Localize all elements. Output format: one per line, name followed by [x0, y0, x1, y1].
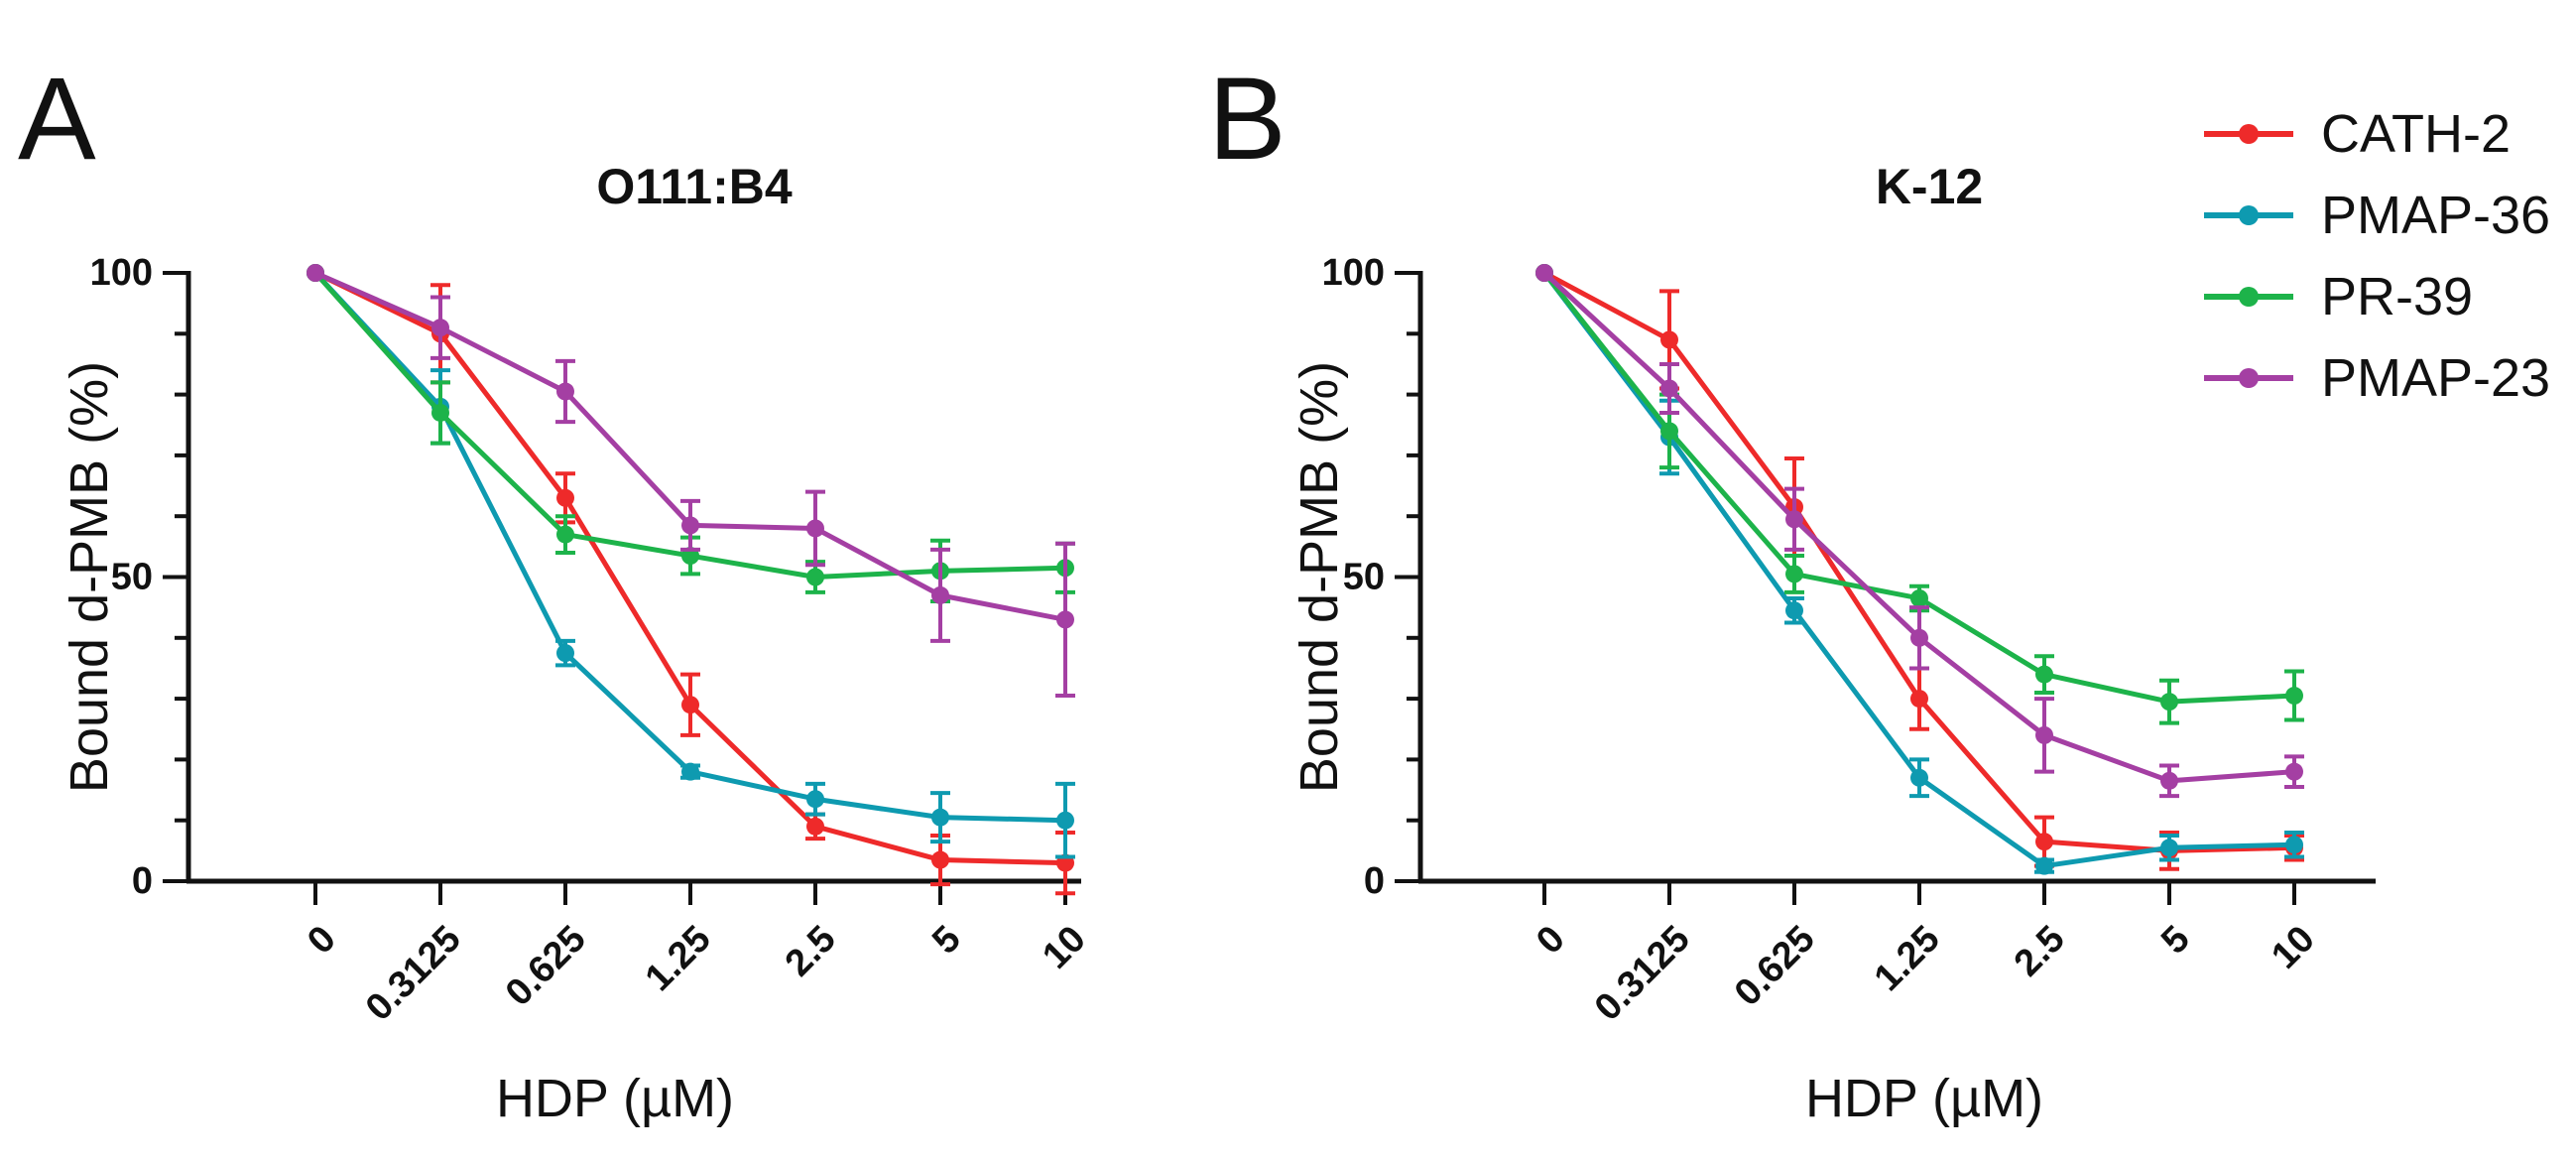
legend-label: PR-39: [2321, 267, 2473, 326]
y-tick-label: 50: [111, 557, 153, 598]
x-tick-label: 2.5: [2007, 918, 2073, 984]
x-tick-label: 5: [2153, 918, 2198, 963]
data-point: [2160, 839, 2178, 857]
y-axis-label: Bound d-PMB (%): [60, 361, 119, 793]
data-point: [1910, 768, 1928, 787]
data-point: [1535, 264, 1553, 282]
series-pmap-23: [1535, 264, 2304, 799]
data-point: [806, 817, 824, 836]
x-tick-label: 0.625: [1727, 918, 1823, 1014]
y-tick-label: 50: [1343, 557, 1385, 598]
data-point: [2285, 836, 2303, 854]
x-tick-label: 2.5: [778, 918, 844, 984]
data-point: [806, 519, 824, 538]
data-point: [2160, 771, 2178, 790]
data-point: [431, 403, 449, 422]
panel-letter: B: [1208, 54, 1287, 185]
data-point: [431, 319, 449, 337]
data-point: [931, 808, 949, 827]
data-point: [2035, 665, 2053, 684]
series-pmap-36: [1535, 264, 2304, 875]
legend-swatch-marker: [2239, 368, 2259, 388]
legend-label: CATH-2: [2321, 104, 2511, 164]
data-point: [1056, 610, 1074, 629]
data-point: [556, 488, 574, 507]
x-axis-label: HDP (µM): [1805, 1069, 2043, 1128]
data-point: [1660, 422, 1678, 441]
panel-letter: A: [18, 54, 96, 185]
x-axis-label: HDP (µM): [496, 1069, 734, 1128]
data-point: [806, 568, 824, 586]
data-point: [2035, 833, 2053, 851]
data-point: [1910, 628, 1928, 647]
data-point: [681, 696, 699, 714]
chart-panel-a: A O111:B4 0 50 100 0 0.3125 0.625 1.25 2.5 5 10 HDP …: [18, 54, 1094, 1128]
data-point: [1785, 565, 1803, 583]
legend-swatch-marker: [2239, 124, 2259, 144]
data-point: [556, 644, 574, 663]
y-tick-label: 0: [132, 860, 153, 902]
series-cath-2: [307, 264, 1075, 896]
x-tick-label: 1.25: [1867, 918, 1948, 999]
data-point: [556, 525, 574, 544]
x-tick-label: 10: [1035, 918, 1094, 977]
x-tick-label: 0.625: [498, 918, 594, 1014]
data-point: [307, 264, 324, 282]
data-point: [1660, 379, 1678, 398]
legend-swatch-marker: [2239, 205, 2259, 225]
x-tick-label: 5: [924, 918, 969, 963]
data-point: [1785, 601, 1803, 620]
y-tick-label: 100: [90, 252, 153, 294]
x-tick-label: 10: [2264, 918, 2323, 977]
data-point: [1660, 330, 1678, 349]
data-point: [2160, 693, 2178, 711]
legend-label: PMAP-36: [2321, 186, 2550, 245]
data-point: [681, 762, 699, 781]
series-pmap-23: [307, 264, 1075, 699]
chart-title: O111:B4: [596, 159, 793, 214]
data-point: [931, 585, 949, 604]
x-tick-label: 0: [300, 918, 344, 963]
data-point: [2285, 687, 2303, 706]
legend: CATH-2 PMAP-36 PR-39 PMAP-23: [2204, 104, 2550, 408]
legend-swatch-marker: [2239, 287, 2259, 307]
chart-title: K-12: [1876, 159, 1983, 214]
x-tick-label: 0.3125: [358, 918, 469, 1029]
data-point: [1910, 690, 1928, 709]
data-point: [931, 850, 949, 869]
data-point: [1785, 510, 1803, 529]
legend-label: PMAP-23: [2321, 348, 2550, 408]
data-point: [1056, 811, 1074, 830]
y-axis-label: Bound d-PMB (%): [1289, 361, 1349, 793]
y-tick-label: 100: [1322, 252, 1385, 294]
data-point: [556, 382, 574, 401]
data-point: [681, 516, 699, 535]
data-point: [1910, 588, 1928, 607]
data-point: [806, 790, 824, 809]
x-tick-label: 0.3125: [1587, 918, 1698, 1029]
x-tick-label: 1.25: [638, 918, 719, 999]
x-tick-label: 0: [1529, 918, 1573, 963]
chart-panel-b: B K-12 0 50 100 0 0.3125 0.625 1.25 2.5 5 10 HDP (µM…: [1208, 54, 2376, 1128]
y-tick-label: 0: [1364, 860, 1385, 902]
data-point: [2035, 856, 2053, 875]
data-point: [2285, 762, 2303, 781]
data-point: [2035, 725, 2053, 744]
